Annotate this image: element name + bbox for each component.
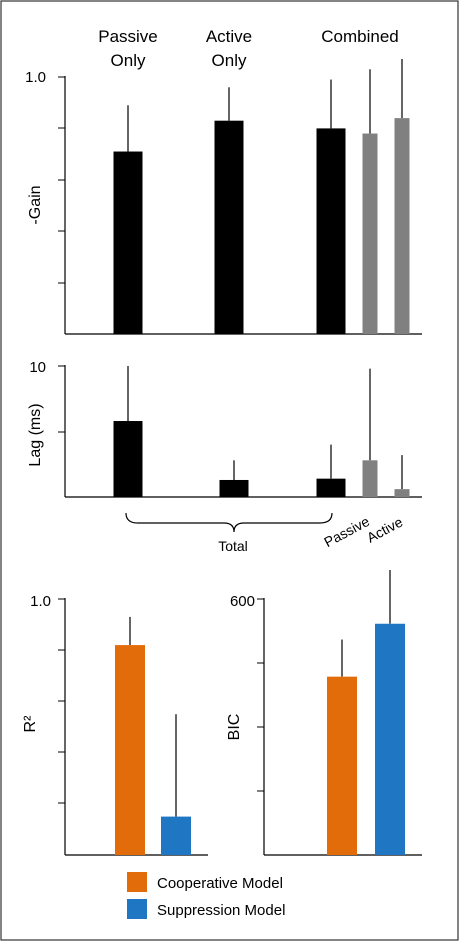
r2-y-axis-label: R² <box>22 715 39 733</box>
bic-bars <box>327 569 405 855</box>
gain-bar <box>113 151 143 334</box>
header-active-only-line1: Active <box>206 27 252 46</box>
header-passive-only-line1: Passive <box>98 27 158 46</box>
r2-bar <box>161 816 191 855</box>
gain-bar <box>394 118 410 335</box>
gain-bar <box>316 128 346 334</box>
r2-panel: 1.0 R² <box>22 593 208 856</box>
gain-bars <box>113 59 410 335</box>
header-combined: Combined <box>321 27 399 46</box>
lag-bar <box>362 460 378 497</box>
r2-bar <box>115 645 145 855</box>
bic-ytick-label: 600 <box>230 593 255 610</box>
lag-y-axis-label: Lag (ms) <box>27 403 44 466</box>
gain-bar <box>362 133 378 334</box>
lag-bar <box>316 478 346 497</box>
bic-y-axis-label: BIC <box>226 714 243 741</box>
legend-swatch-cooperative <box>127 872 147 892</box>
legend-swatch-suppression <box>127 899 147 919</box>
gain-panel: Passive Only Active Only Combined 1.0 -G… <box>25 27 422 335</box>
lag-bar <box>113 421 143 497</box>
legend-label-cooperative: Cooperative Model <box>157 875 283 892</box>
header-active-only-line2: Only <box>212 51 247 70</box>
r2-bars <box>115 616 191 855</box>
legend: Cooperative Model Suppression Model <box>127 872 285 919</box>
gain-bar <box>214 120 244 334</box>
lag-ytick-label: 10 <box>29 359 46 376</box>
header-passive-only-line2: Only <box>111 51 146 70</box>
lag-panel: 10 Lag (ms) Total Passive Active <box>27 359 422 554</box>
bic-bar <box>327 676 357 855</box>
total-label: Total <box>218 538 248 554</box>
lag-bar <box>219 479 249 497</box>
r2-ytick-label: 1.0 <box>30 593 51 610</box>
bic-panel: 600 BIC <box>226 569 422 856</box>
lag-bars <box>113 366 410 497</box>
active-rotated-label: Active <box>364 513 405 545</box>
total-bracket <box>125 512 333 533</box>
lag-bar <box>394 489 410 497</box>
legend-label-suppression: Suppression Model <box>157 902 285 919</box>
bic-bar <box>375 623 405 855</box>
gain-y-axis-label: -Gain <box>27 185 44 224</box>
gain-ytick-label: 1.0 <box>25 69 46 86</box>
